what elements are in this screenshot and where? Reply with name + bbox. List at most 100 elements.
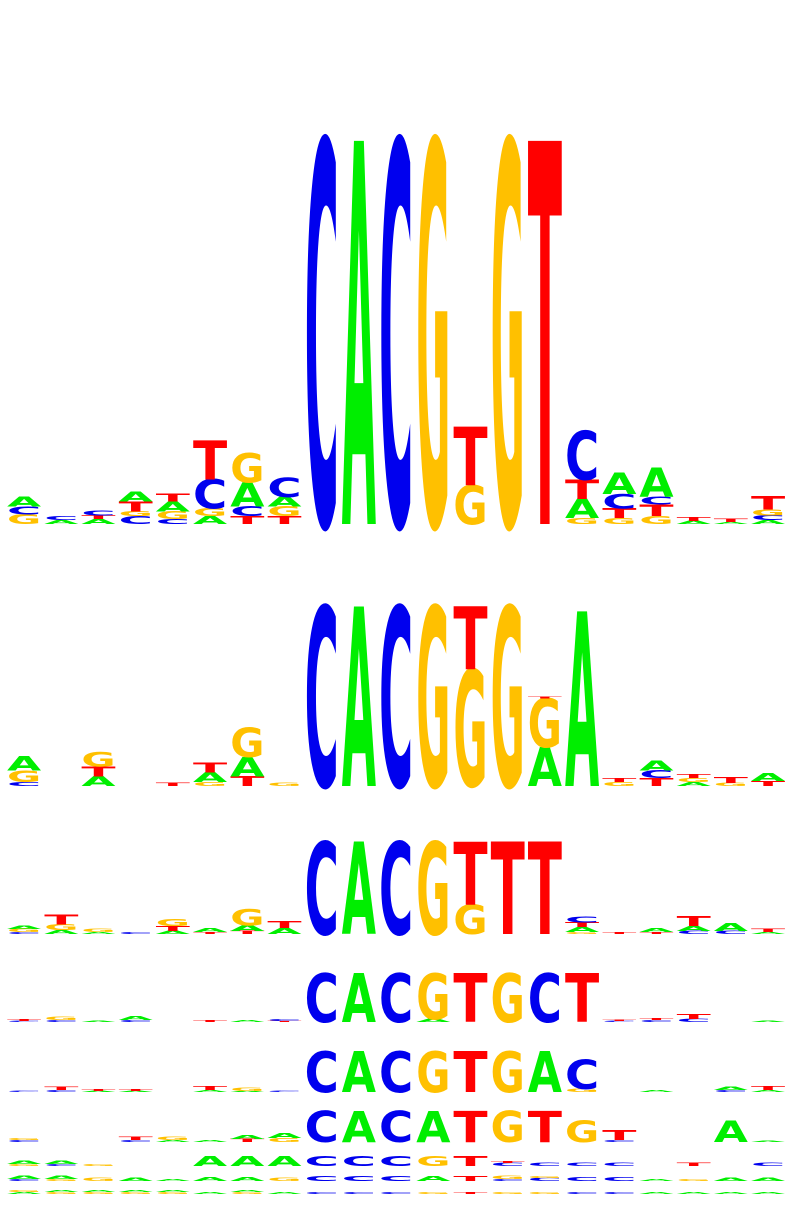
logo-letter-g: G xyxy=(193,507,227,519)
logo-letter-g: G xyxy=(491,557,525,844)
logo-column: A xyxy=(416,1104,451,1153)
logo-column: GA xyxy=(267,1132,302,1143)
logo-letter-a: A xyxy=(639,1192,674,1195)
logo-letter-g: G xyxy=(7,1138,41,1141)
logo-letter-c: C xyxy=(714,1090,748,1093)
logo-letter-t: T xyxy=(528,817,562,964)
logo-letter-c: C xyxy=(639,495,673,507)
logo-letter-g: G xyxy=(156,918,190,929)
logo-letter-a: A xyxy=(342,962,376,1039)
logo-letter-t: T xyxy=(714,518,749,523)
logo-letter-t: T xyxy=(453,589,487,691)
logo-column: AG xyxy=(230,1087,265,1092)
logo-column: GCA xyxy=(7,494,42,527)
logo-column: T xyxy=(491,817,525,964)
logo-column: C xyxy=(305,1175,339,1183)
logo-column: A xyxy=(342,818,376,965)
logo-letter-a: A xyxy=(81,1021,116,1023)
logo-column: C xyxy=(379,1192,413,1195)
logo-letter-c: C xyxy=(491,1162,525,1167)
logo-letter-a: A xyxy=(230,1154,265,1169)
logo-letter-t: T xyxy=(602,777,637,783)
logo-letter-g: G xyxy=(491,961,525,1039)
logo-column: AGT xyxy=(44,912,79,935)
logo-column: T xyxy=(453,1175,488,1183)
logo-letter-g: G xyxy=(528,1176,562,1179)
logo-letter-t: T xyxy=(677,516,712,522)
logo-letter-g: G xyxy=(7,512,41,527)
logo-letter-a: A xyxy=(714,1115,748,1149)
logo-column: GT xyxy=(453,589,487,824)
logo-letter-c: C xyxy=(528,1177,562,1182)
logo-column: TA xyxy=(193,927,228,934)
logo-letter-c: C xyxy=(156,518,190,526)
logo-letter-a: A xyxy=(267,1132,302,1140)
logo-letter-g: G xyxy=(565,517,599,526)
logo-letter-a: A xyxy=(156,930,191,935)
logo-letter-g: G xyxy=(81,928,115,933)
logo-letter-a: A xyxy=(7,1175,42,1180)
logo-column: T xyxy=(453,1040,487,1105)
logo-letter-c: C xyxy=(379,1175,413,1183)
logo-letter-t: T xyxy=(453,824,487,926)
logo-column: C xyxy=(305,1154,339,1170)
logo-letter-a: A xyxy=(751,1090,786,1093)
logo-letter-t: T xyxy=(81,1089,116,1092)
logo-letter-t: T xyxy=(453,411,488,504)
logo-letter-g: G xyxy=(44,1192,78,1195)
logo-letter-t: T xyxy=(193,760,227,776)
logo-column: T xyxy=(453,1103,487,1152)
logo-column: CG xyxy=(44,1016,78,1022)
logo-letter-g: G xyxy=(7,928,41,933)
logo-letter-c: C xyxy=(305,1175,339,1183)
logo-letter-c: C xyxy=(565,418,599,496)
logo-letter-t: T xyxy=(677,1013,712,1021)
logo-letter-c: C xyxy=(379,1192,413,1195)
logo-column: GT xyxy=(453,824,487,944)
logo-letter-c: C xyxy=(305,1103,339,1153)
logo-letter-a: A xyxy=(230,1190,265,1193)
logo-letter-c: C xyxy=(379,1154,413,1170)
logo-letter-g: G xyxy=(565,932,599,935)
logo-letter-t: T xyxy=(751,928,786,933)
logo-letter-a: A xyxy=(416,1018,451,1023)
logo-column: C xyxy=(305,558,339,844)
logo-letter-g: G xyxy=(751,508,785,517)
logo-letter-g: G xyxy=(7,1190,41,1193)
logo-letter-t: T xyxy=(230,930,265,935)
logo-letter-c: C xyxy=(342,1154,376,1170)
logo-letter-g: G xyxy=(230,720,264,767)
motif-4: CT CGA CA T A TC C A C AG T G C T CT CT CTA xyxy=(7,960,786,1039)
logo-column: G xyxy=(491,961,525,1039)
logo-letter-t: T xyxy=(156,492,191,505)
logo-letter-g: G xyxy=(677,1179,711,1182)
logo-column: CT xyxy=(7,1019,42,1023)
logo-letter-c: C xyxy=(7,932,41,935)
logo-column: AT xyxy=(119,1089,154,1093)
logo-letter-t: T xyxy=(639,501,674,520)
logo-letter-t: T xyxy=(602,932,637,935)
logo-letter-t: T xyxy=(453,1154,487,1170)
logo-letter-g: G xyxy=(267,782,301,787)
logo-letter-g: G xyxy=(714,782,748,787)
logo-column: G xyxy=(416,1192,450,1195)
logo-letter-c: C xyxy=(119,1140,153,1143)
logo-letter-t: T xyxy=(119,1089,154,1092)
logo-letter-c: C xyxy=(602,1162,636,1167)
logo-letter-a: A xyxy=(751,1021,786,1023)
logo-column: G xyxy=(416,36,450,648)
logo-letter-c: C xyxy=(119,514,153,526)
logo-letter-t: T xyxy=(751,492,785,514)
logo-letter-g: G xyxy=(81,1192,115,1195)
logo-letter-t: T xyxy=(193,932,228,935)
logo-letter-t: T xyxy=(453,1175,488,1183)
logo-column: C xyxy=(379,961,413,1039)
logo-letter-c: C xyxy=(639,768,673,780)
logo-column: C xyxy=(751,1162,785,1167)
logo-letter-t: T xyxy=(453,960,487,1038)
logo-letter-a: A xyxy=(44,929,79,935)
logo-column: A xyxy=(751,1141,786,1143)
logo-letter-c: C xyxy=(602,1176,636,1182)
